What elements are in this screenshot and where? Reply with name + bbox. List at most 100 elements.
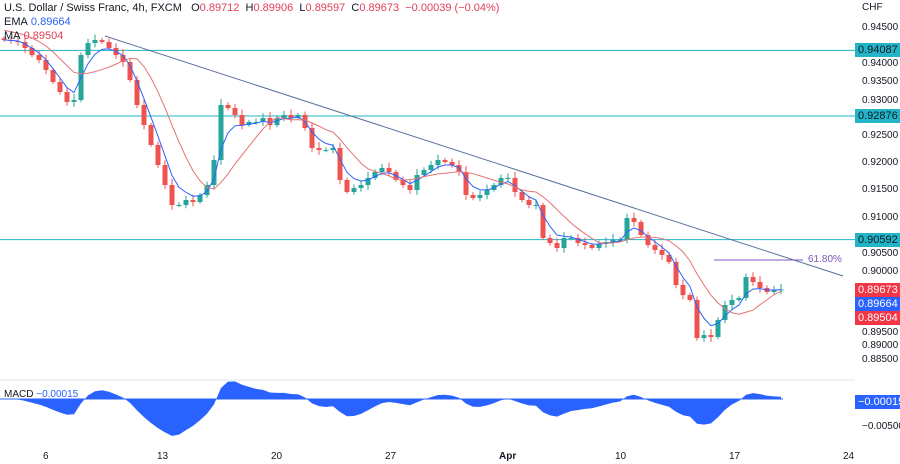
candle-body bbox=[743, 277, 749, 298]
candle-body bbox=[701, 335, 707, 339]
price-tick: 0.90500 bbox=[862, 248, 899, 259]
candle-body bbox=[659, 250, 665, 255]
price-tick: 0.91000 bbox=[862, 211, 899, 223]
candle-body bbox=[771, 289, 777, 292]
price-tick: 0.90000 bbox=[862, 265, 899, 277]
macd-legend[interactable]: MACD −0.00015 bbox=[4, 388, 78, 401]
level-badge: 0.94087 bbox=[855, 43, 900, 57]
low-value: 0.89597 bbox=[305, 2, 346, 14]
candle-body bbox=[589, 245, 595, 248]
candle-body bbox=[680, 284, 686, 296]
candle-body bbox=[99, 40, 105, 42]
candle-body bbox=[442, 159, 448, 162]
candle-body bbox=[470, 194, 476, 199]
candle-body bbox=[596, 243, 602, 248]
candle-body bbox=[708, 335, 714, 338]
candle-body bbox=[127, 62, 133, 80]
date-tick: 17 bbox=[729, 451, 741, 462]
price-tick: 0.94000 bbox=[862, 58, 899, 69]
candle-body bbox=[540, 204, 546, 239]
candle-body bbox=[36, 55, 42, 61]
date-tick: 20 bbox=[271, 451, 283, 462]
candle-body bbox=[309, 127, 315, 149]
candle-body bbox=[561, 238, 567, 248]
candle-body bbox=[176, 204, 182, 206]
candle-body bbox=[484, 189, 490, 195]
candle-body bbox=[43, 60, 49, 70]
candle-body bbox=[85, 43, 91, 56]
candle-body bbox=[190, 200, 196, 203]
candle-body bbox=[337, 148, 343, 180]
macd-value: −0.00015 bbox=[36, 389, 79, 400]
candle-body bbox=[372, 172, 378, 178]
candle-body bbox=[414, 174, 420, 190]
date-tick: 27 bbox=[385, 451, 397, 462]
candle-body bbox=[225, 105, 231, 109]
open-label: O bbox=[191, 2, 200, 14]
candle-body bbox=[120, 55, 126, 63]
high-label: H bbox=[245, 2, 254, 14]
interval[interactable]: 4h bbox=[132, 2, 145, 14]
candle-body bbox=[575, 238, 581, 244]
price-tick: 0.92000 bbox=[862, 157, 899, 169]
candle-body bbox=[1, 38, 7, 41]
date-tick: Apr bbox=[499, 451, 517, 462]
candle-body bbox=[449, 161, 455, 166]
candle-body bbox=[365, 177, 371, 186]
date-tick: 10 bbox=[615, 451, 627, 462]
candle-body bbox=[344, 179, 350, 192]
low-label: L bbox=[299, 2, 306, 14]
candle-body bbox=[57, 81, 63, 93]
candle-body bbox=[274, 118, 280, 126]
ema-legend[interactable]: EMA 0.89664 bbox=[4, 16, 71, 29]
level-badge: 0.90592 bbox=[855, 233, 900, 247]
price-tick: 0.94500 bbox=[862, 22, 899, 33]
candle-body bbox=[715, 319, 721, 338]
candle-body bbox=[645, 234, 651, 246]
candle-body bbox=[232, 108, 238, 115]
candle-body bbox=[582, 243, 588, 246]
candle-body bbox=[505, 177, 511, 179]
ma-line bbox=[3, 29, 782, 315]
symbol-name: U.S. Dollar / Swiss Franc bbox=[4, 2, 127, 14]
candle-body bbox=[64, 92, 70, 102]
candle-body bbox=[197, 195, 203, 203]
candle-body bbox=[610, 239, 616, 242]
candle-body bbox=[288, 114, 294, 119]
candle-body bbox=[547, 238, 553, 244]
price-tick: 0.93000 bbox=[862, 95, 899, 106]
open-value: 0.89712 bbox=[199, 2, 240, 14]
candle-body bbox=[428, 165, 434, 171]
candle-body bbox=[379, 168, 385, 173]
change-value: −0.00039 (−0.04%) bbox=[405, 2, 500, 14]
candle-body bbox=[211, 159, 217, 186]
fib-label: 61.80% bbox=[808, 254, 842, 265]
macd-area bbox=[0, 381, 781, 436]
data-source: FXCM bbox=[150, 2, 182, 14]
candle-body bbox=[169, 185, 175, 205]
ma-legend[interactable]: MA 0.89504 bbox=[4, 30, 63, 43]
candle-body bbox=[148, 125, 154, 145]
candle-body bbox=[463, 172, 469, 195]
date-tick: 13 bbox=[157, 451, 169, 462]
candle-body bbox=[694, 299, 700, 339]
candle-body bbox=[204, 185, 210, 196]
candle-body bbox=[29, 47, 35, 56]
candle-body bbox=[106, 41, 112, 48]
candle-body bbox=[554, 243, 560, 248]
candle-body bbox=[351, 187, 357, 192]
candle-body bbox=[421, 170, 427, 175]
candle-body bbox=[386, 168, 392, 173]
candle-body bbox=[750, 277, 756, 283]
close-label: C bbox=[351, 2, 360, 14]
candle-body bbox=[281, 114, 287, 119]
candle-body bbox=[330, 148, 336, 151]
price-tick: 0.92500 bbox=[862, 130, 899, 142]
candle-body bbox=[218, 105, 224, 160]
last-price-badge: 0.89673 bbox=[855, 283, 900, 297]
candle-body bbox=[638, 222, 644, 235]
candle-body bbox=[246, 121, 252, 126]
candle-body bbox=[134, 79, 140, 106]
candle-body bbox=[652, 245, 658, 251]
